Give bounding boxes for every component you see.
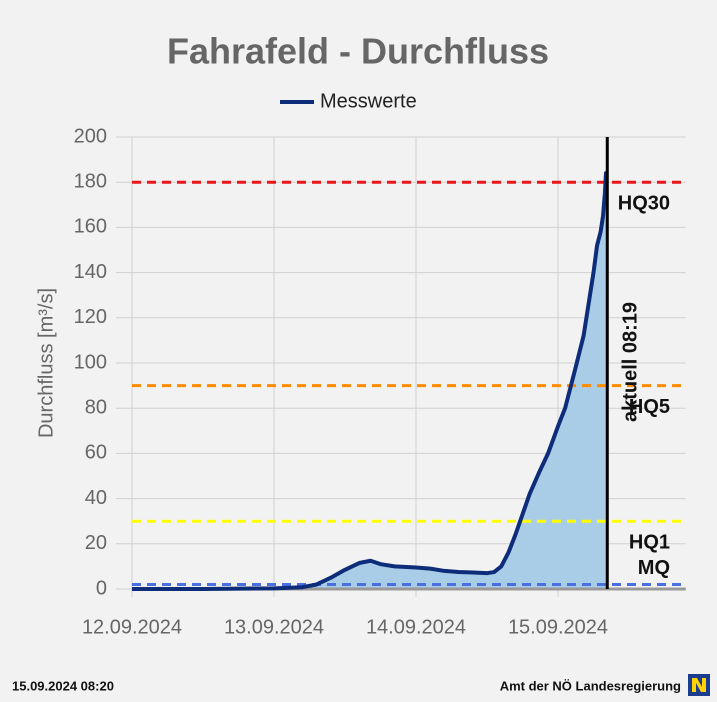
x-tick-label: 13.09.2024 (224, 616, 324, 638)
y-tick-label: 40 (85, 487, 107, 509)
legend-label: Messwerte (320, 90, 417, 112)
y-tick-label: 60 (85, 442, 107, 464)
threshold-label: HQ5 (629, 396, 670, 418)
y-tick-label: 180 (74, 170, 107, 192)
y-tick-label: 160 (74, 216, 107, 238)
footer-source: Amt der NÖ Landesregierung (500, 678, 681, 693)
logo (688, 674, 710, 696)
threshold-label: MQ (638, 557, 670, 579)
y-tick-label: 80 (85, 396, 107, 418)
y-tick-label: 20 (85, 532, 107, 554)
current-label: aktuell 08:19 (620, 302, 642, 422)
y-tick-label: 120 (74, 306, 107, 328)
y-axis-label: Durchfluss [m³/s] (35, 288, 57, 438)
y-tick-label: 200 (74, 125, 107, 147)
y-tick-label: 0 (96, 577, 107, 599)
x-tick-label: 14.09.2024 (366, 616, 466, 638)
threshold-label: HQ30 (618, 192, 670, 214)
line (132, 171, 608, 591)
threshold-label: HQ1 (629, 531, 670, 553)
y-tick-label: 140 (74, 261, 107, 283)
y-tick-label: 100 (74, 351, 107, 373)
x-tick-label: 12.09.2024 (82, 616, 182, 638)
chart-title: Fahrafeld - Durchfluss (167, 31, 549, 72)
area (132, 173, 608, 589)
footer-timestamp: 15.09.2024 08:20 (12, 678, 114, 693)
x-tick-label: 15.09.2024 (508, 616, 608, 638)
